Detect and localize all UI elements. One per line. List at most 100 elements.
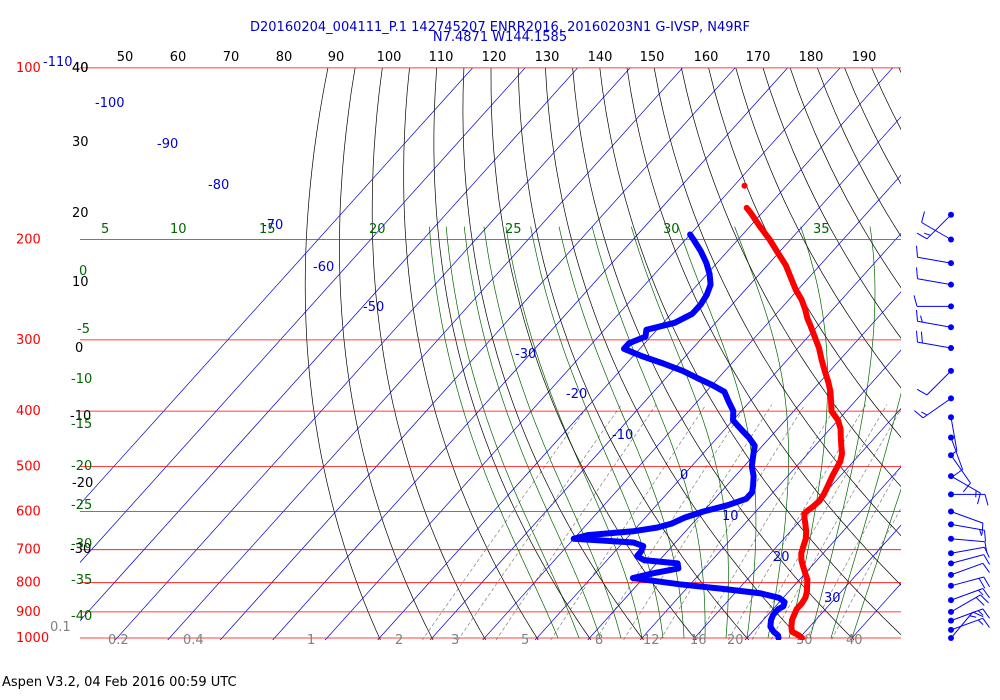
wind-barb-feather (916, 330, 918, 343)
isobars (80, 67, 901, 639)
mixing-ratio-line (805, 464, 901, 640)
wind-barb-feather (977, 619, 984, 625)
moist-adiabats (429, 226, 901, 639)
wind-barb (948, 594, 989, 615)
dry-adiabats (304, 68, 1000, 650)
moist-adiabat-line (630, 226, 729, 639)
moist-adiabat-label: 15 (259, 222, 276, 237)
mixing-ratio-label: 40 (846, 633, 863, 648)
left-temp-label: 10 (72, 275, 89, 290)
wind-barb-staff (950, 475, 981, 494)
left-temp-label: -110 (43, 55, 73, 70)
top-axis-label: 80 (276, 50, 293, 65)
dry-adiabat-line (981, 68, 1000, 650)
isotherm-line (429, 116, 901, 640)
mixing-ratio-label: 0.1 (50, 620, 71, 635)
isotherm-line (639, 349, 901, 640)
isotherm-label: 10 (722, 509, 739, 524)
isotherm-line (324, 68, 841, 640)
wind-barb-staff (950, 523, 985, 531)
wind-barb-feather (921, 211, 925, 223)
dry-adiabat-line (599, 68, 901, 636)
wind-barb-dot (948, 260, 954, 267)
wind-barb-feather (916, 388, 928, 396)
wind-barb-feather (981, 523, 984, 535)
dry-adiabat-line (433, 68, 592, 640)
wind-barb-dot (948, 608, 954, 615)
isotherm-line (946, 55, 1000, 650)
moist-adiabat-label: 25 (505, 222, 522, 237)
wind-barb-staff (926, 214, 952, 240)
top-axis-label: 70 (223, 50, 240, 65)
mixing-ratio-label: 0.2 (108, 633, 129, 648)
wind-barb-dot (948, 345, 954, 351)
left-temp-label: -20 (72, 476, 93, 491)
pressure-label: 100 (16, 61, 41, 76)
left-temp-label: 40 (72, 61, 89, 76)
isotherm-label: -70 (262, 218, 283, 233)
wind-barb-feather (982, 588, 990, 599)
pressure-label: 600 (16, 505, 41, 520)
top-axis-label: 140 (588, 50, 613, 65)
wind-barb-feather (977, 492, 981, 505)
wind-barb (916, 330, 954, 351)
mixing-ratio-label: 16 (690, 633, 707, 648)
wind-barb-staff (950, 554, 984, 564)
wind-barb-feather (977, 589, 984, 596)
moist-adiabat-line (429, 226, 559, 639)
wind-barb-dot (948, 571, 954, 578)
moist-adiabat-line (530, 226, 664, 639)
isotherm-line (894, 55, 1000, 650)
wind-barb-feather (920, 331, 923, 344)
isotherm-label: -30 (515, 347, 536, 362)
mixing-ratio-label: 0.4 (183, 633, 204, 648)
sounding-traces (570, 182, 845, 640)
wind-barb-feather (916, 245, 918, 258)
footer-version: Aspen V3.2, 04 Feb 2016 00:59 UTC (2, 675, 237, 690)
dry-adiabat-label: 0 (79, 264, 87, 279)
dry-adiabat-label: -40 (71, 609, 92, 624)
wind-barb-staff (950, 538, 985, 543)
top-axis-label: 120 (482, 50, 507, 65)
isotherm-line (114, 68, 631, 640)
mixing-ratio-label: 20 (727, 633, 744, 648)
pressure-label: 700 (16, 543, 41, 558)
wind-barb-dot (948, 414, 954, 421)
wind-barb (948, 434, 964, 477)
moist-adiabat-label: 20 (369, 222, 386, 237)
wind-barb (948, 535, 988, 554)
wind-barb-feather (983, 554, 991, 565)
moist-adiabat-label: 35 (813, 222, 830, 237)
dry-adiabat-label: -35 (71, 573, 92, 588)
wind-barb-staff (950, 417, 958, 451)
isotherm-line (534, 233, 901, 640)
wind-barb-dot (948, 535, 954, 542)
wind-barb (913, 295, 954, 310)
wind-barb-feather (979, 529, 982, 537)
isotherm-line (219, 68, 736, 640)
wind-barb-staff (950, 576, 984, 587)
wind-barb-dot (948, 473, 954, 480)
wind-barb (948, 521, 986, 542)
wind-barb-staff (922, 397, 952, 419)
red-marker-dot (741, 182, 748, 189)
wind-barb-dot (948, 395, 954, 402)
dry-adiabat-line (681, 68, 901, 488)
moist-adiabat-line (830, 392, 901, 639)
dry-adiabat-label: -30 (71, 537, 92, 552)
mixing-ratio-label: 5 (521, 633, 529, 648)
wind-barb-staff (950, 562, 984, 576)
isotherm-label: 30 (824, 591, 841, 606)
wind-barb-feather (951, 450, 958, 456)
dry-adiabat-line (490, 68, 697, 640)
dry-adiabat-line (871, 68, 901, 131)
wind-barb (948, 491, 989, 506)
wind-barb-staff (950, 611, 974, 639)
dry-adiabat-line (339, 68, 434, 640)
mixing-ratio-label: 3 (451, 633, 459, 648)
mixing-ratio-label: 8 (595, 633, 603, 648)
wind-barb-staff (950, 454, 971, 484)
wind-barb (916, 211, 954, 240)
wind-barb (948, 562, 990, 578)
